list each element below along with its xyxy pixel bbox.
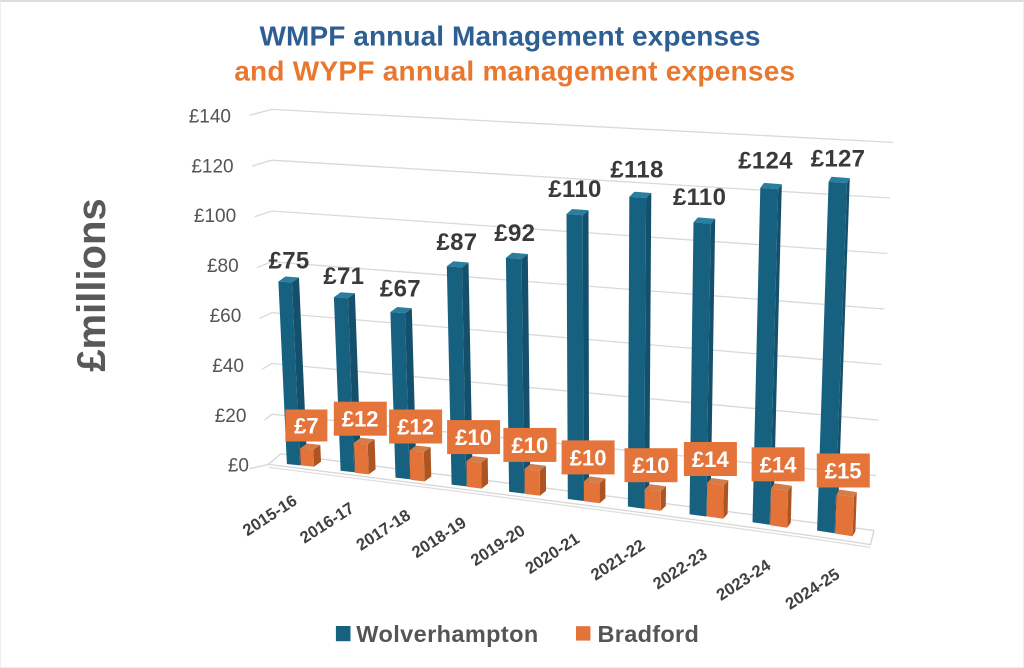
svg-text:£10: £10 xyxy=(570,445,607,470)
svg-text:£140: £140 xyxy=(189,106,231,127)
svg-text:£92: £92 xyxy=(494,220,535,247)
svg-text:2024-25: 2024-25 xyxy=(782,565,843,613)
svg-text:£60: £60 xyxy=(210,306,242,327)
svg-text:Wolverhampton: Wolverhampton xyxy=(356,621,538,647)
svg-text:£0: £0 xyxy=(228,456,249,477)
svg-text:£10: £10 xyxy=(455,425,492,450)
svg-text:£14: £14 xyxy=(760,452,797,477)
svg-text:£75: £75 xyxy=(269,248,310,275)
svg-text:£67: £67 xyxy=(380,276,421,303)
svg-text:£12: £12 xyxy=(397,415,434,440)
svg-text:2021-22: 2021-22 xyxy=(588,536,649,584)
svg-text:£110: £110 xyxy=(673,184,726,211)
svg-text:£7: £7 xyxy=(294,414,318,439)
svg-text:2016-17: 2016-17 xyxy=(297,499,358,547)
svg-text:£14: £14 xyxy=(692,447,729,472)
svg-text:2019-20: 2019-20 xyxy=(468,522,529,570)
svg-text:£118: £118 xyxy=(610,157,663,184)
svg-text:£80: £80 xyxy=(207,256,239,277)
svg-text:2020-21: 2020-21 xyxy=(522,530,583,578)
svg-text:2017-18: 2017-18 xyxy=(353,506,414,554)
svg-text:WMPF annual Management expense: WMPF annual Management expenses xyxy=(260,21,761,52)
svg-text:£10: £10 xyxy=(633,453,670,478)
svg-text:£127: £127 xyxy=(811,146,866,173)
svg-text:£124: £124 xyxy=(738,148,793,175)
svg-text:£110: £110 xyxy=(548,176,601,203)
svg-text:£40: £40 xyxy=(212,356,244,377)
svg-text:Bradford: Bradford xyxy=(598,621,700,647)
svg-text:£millions: £millions xyxy=(70,198,114,371)
svg-text:£20: £20 xyxy=(215,406,247,427)
svg-text:£71: £71 xyxy=(323,263,364,290)
svg-text:and WYPF annual management exp: and WYPF annual management expenses xyxy=(234,56,795,87)
svg-text:£12: £12 xyxy=(342,407,379,432)
svg-text:2023-24: 2023-24 xyxy=(713,556,774,605)
svg-text:2018-19: 2018-19 xyxy=(409,514,470,562)
svg-text:£120: £120 xyxy=(191,156,233,177)
svg-text:2022-23: 2022-23 xyxy=(650,545,711,593)
svg-text:£87: £87 xyxy=(437,229,478,256)
svg-text:2015-16: 2015-16 xyxy=(240,492,301,540)
svg-text:£10: £10 xyxy=(512,433,549,458)
svg-text:£15: £15 xyxy=(825,459,862,484)
svg-text:£100: £100 xyxy=(194,206,236,227)
